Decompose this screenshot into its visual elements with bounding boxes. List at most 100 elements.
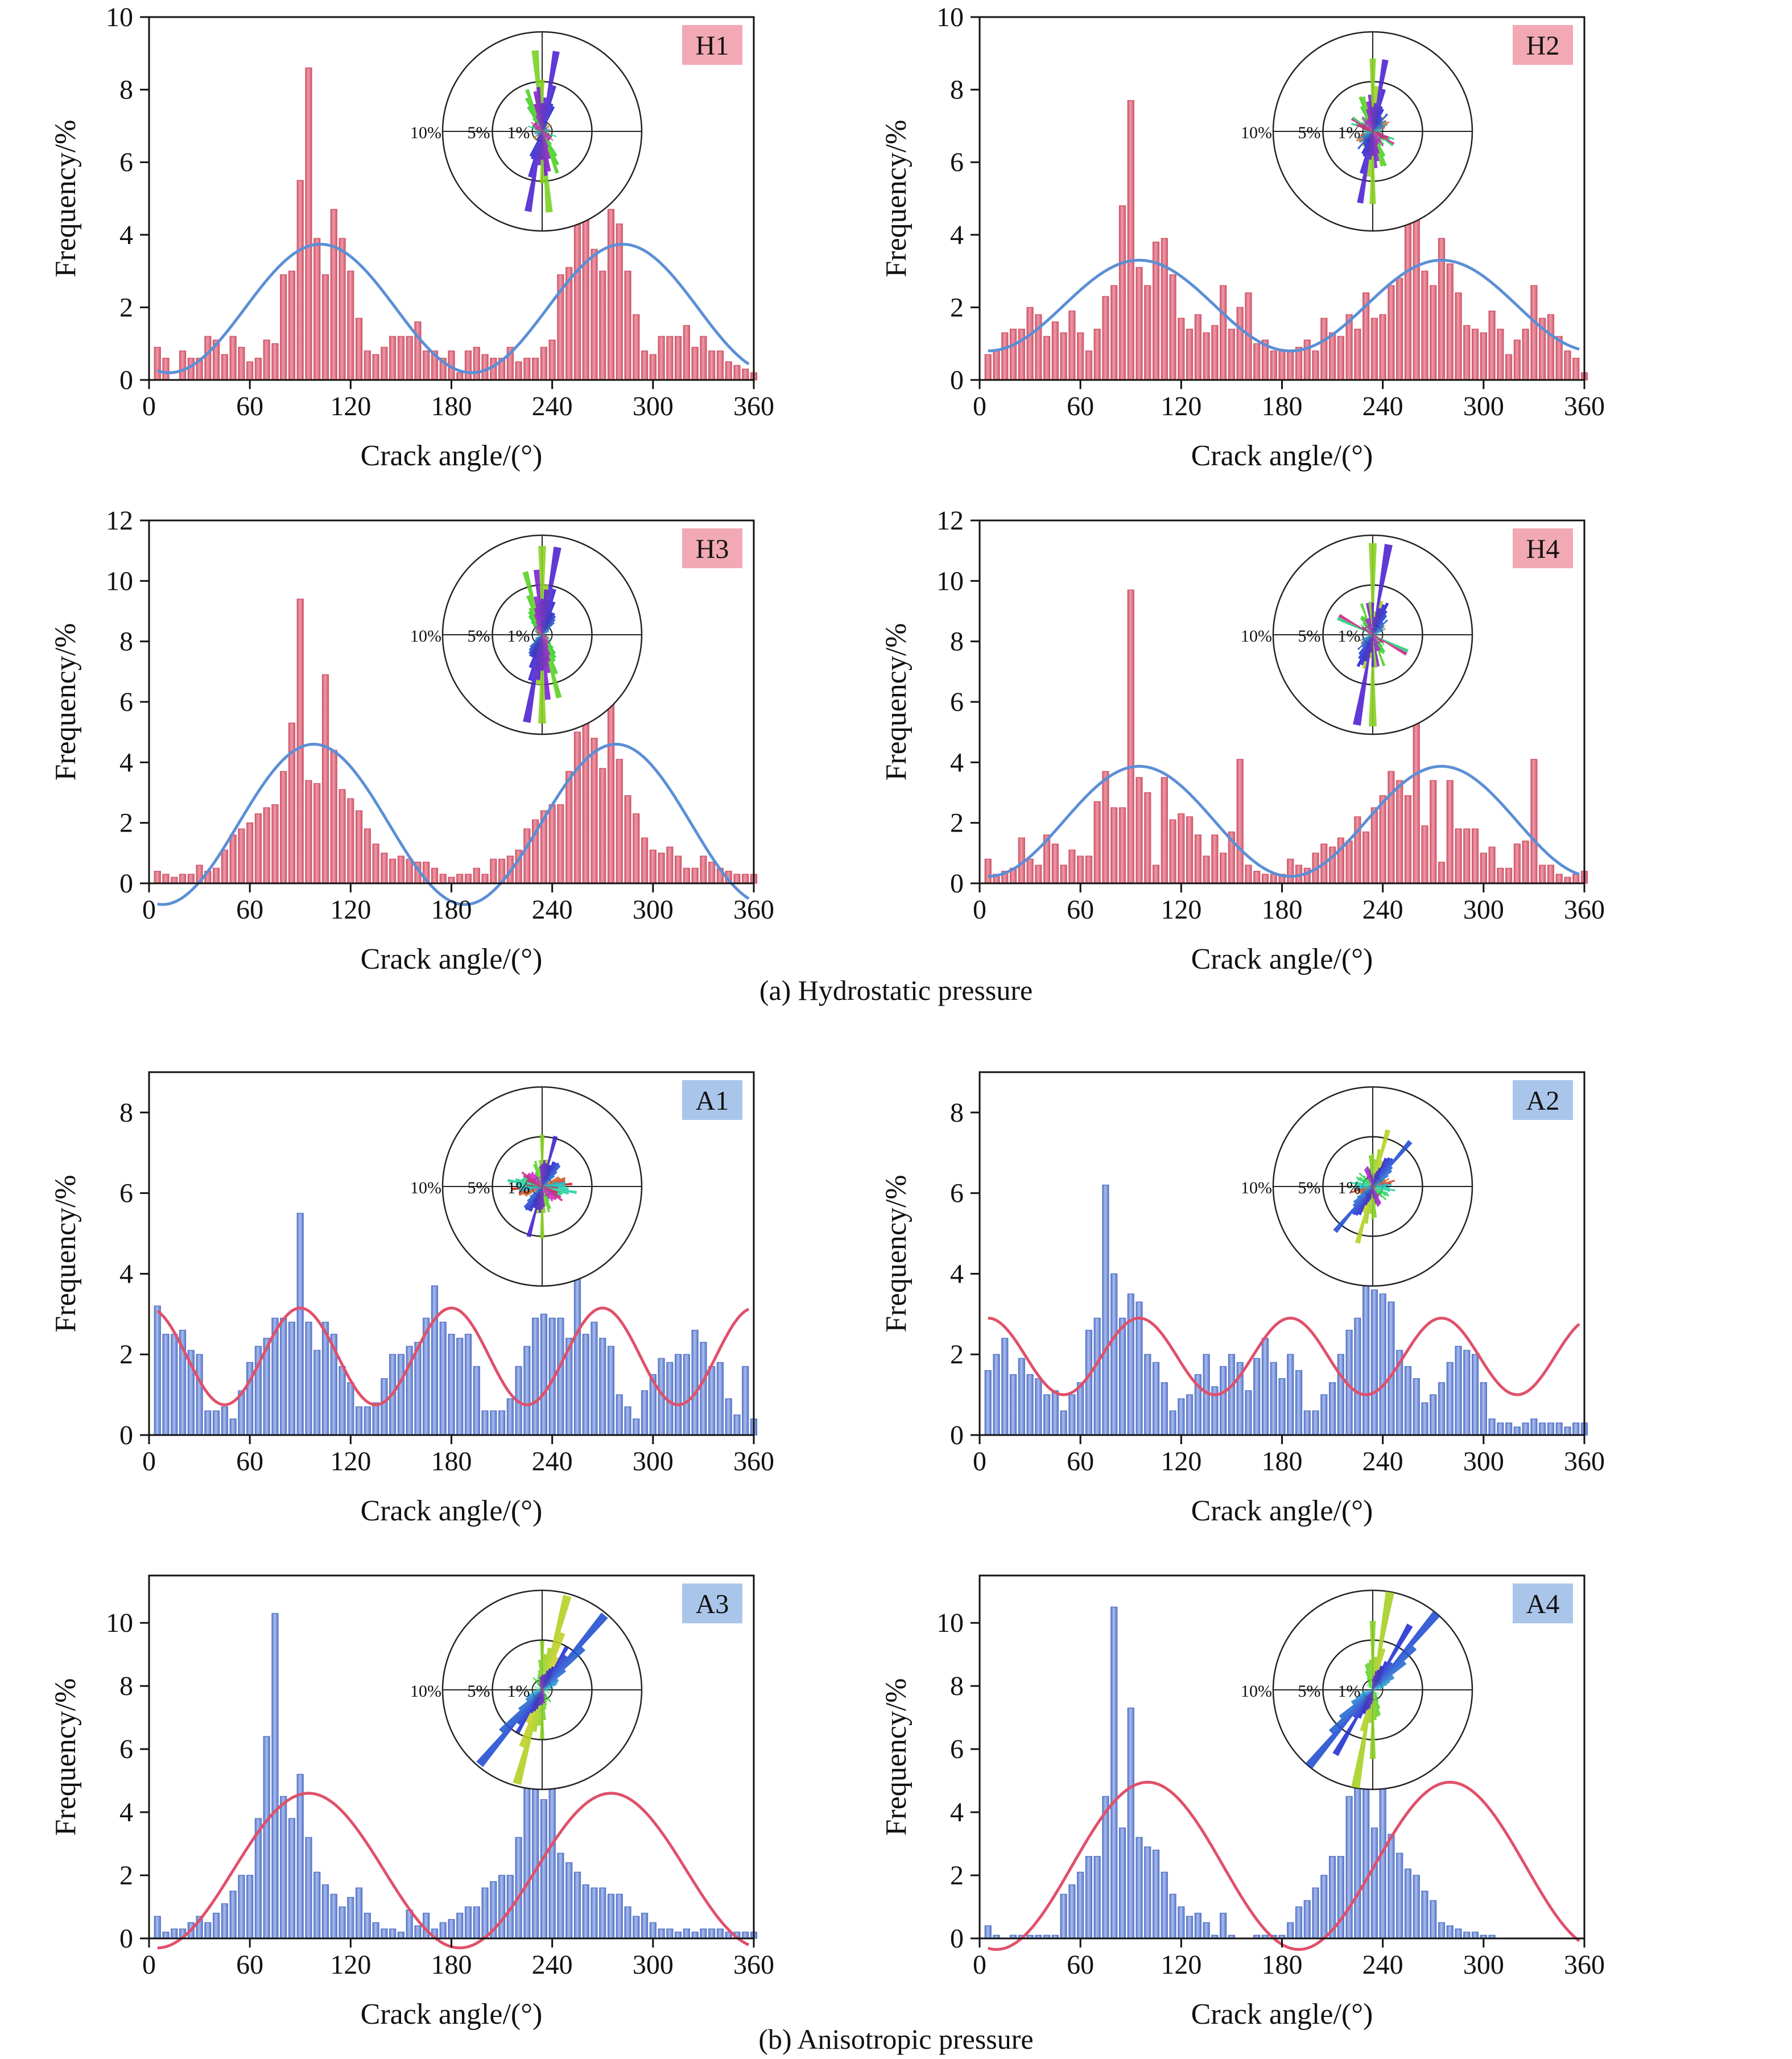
- bar: [331, 1894, 337, 1938]
- bar: [171, 877, 177, 883]
- x-tick-label: 60: [1067, 1446, 1094, 1477]
- bar: [725, 362, 732, 380]
- bar: [541, 1800, 547, 1938]
- y-tick-label: 8: [119, 1671, 133, 1701]
- bar: [1464, 1350, 1470, 1435]
- bar: [1187, 817, 1193, 883]
- bar: [1548, 315, 1554, 380]
- bar: [1405, 1366, 1411, 1435]
- bar: [205, 336, 211, 380]
- bar: [1405, 1869, 1411, 1938]
- panel-badge-label: A4: [1526, 1589, 1560, 1619]
- bar: [331, 750, 337, 883]
- bar: [348, 1383, 354, 1435]
- rose-scale-label: 1%: [1338, 123, 1361, 142]
- bar: [465, 1907, 472, 1938]
- bar: [323, 675, 329, 883]
- x-tick-label: 240: [532, 895, 573, 925]
- y-tick-label: 4: [119, 1797, 133, 1828]
- bar: [1531, 759, 1537, 883]
- rose-scale-label: 5%: [1298, 1682, 1321, 1701]
- y-tick-label: 0: [119, 365, 133, 395]
- bar: [1573, 874, 1579, 883]
- bar: [1170, 1894, 1176, 1938]
- bar: [448, 1334, 455, 1435]
- bar: [289, 1818, 295, 1938]
- bar: [1422, 1403, 1428, 1435]
- bar: [1304, 1900, 1310, 1938]
- bar: [1489, 1419, 1495, 1435]
- bar: [398, 336, 404, 380]
- bar: [734, 365, 740, 380]
- bar: [339, 238, 345, 380]
- bar: [1111, 808, 1117, 883]
- y-tick-label: 10: [936, 1608, 964, 1638]
- bar: [238, 829, 245, 883]
- bar: [1287, 859, 1294, 883]
- bar: [1497, 868, 1504, 883]
- bar: [524, 1346, 530, 1435]
- bar: [1287, 1354, 1294, 1435]
- bar: [457, 1338, 463, 1435]
- bar: [154, 1306, 160, 1435]
- bar: [280, 1796, 287, 1938]
- bar: [1094, 1857, 1100, 1938]
- bar: [163, 1334, 169, 1435]
- bar: [1447, 264, 1453, 380]
- x-tick-label: 240: [532, 1950, 573, 1980]
- bar: [1556, 874, 1562, 883]
- rose-scale-label: 10%: [410, 1179, 441, 1197]
- bar: [339, 1907, 345, 1938]
- bar: [1187, 1395, 1193, 1435]
- bar: [1480, 853, 1487, 883]
- bars: [154, 1213, 757, 1435]
- bar: [1212, 835, 1218, 883]
- bar: [742, 369, 749, 380]
- bar: [1388, 286, 1394, 380]
- x-tick-label: 60: [236, 1950, 263, 1980]
- bar: [1195, 835, 1201, 883]
- bar: [650, 1922, 656, 1938]
- bar: [1380, 796, 1386, 883]
- bar: [1447, 1362, 1453, 1435]
- bar: [280, 275, 287, 380]
- bar: [154, 871, 160, 883]
- bar: [1220, 853, 1227, 883]
- bar: [364, 351, 370, 380]
- bar: [1010, 1375, 1017, 1435]
- x-tick-label: 120: [330, 1446, 371, 1477]
- bar: [1170, 820, 1176, 883]
- bar: [742, 874, 749, 883]
- bar: [188, 874, 194, 883]
- bar: [717, 1362, 724, 1435]
- y-tick-label: 6: [950, 687, 964, 717]
- bar: [675, 856, 682, 883]
- bar: [1136, 778, 1142, 883]
- x-tick-label: 180: [431, 1950, 472, 1980]
- bar: [289, 1322, 295, 1435]
- bar: [415, 322, 421, 380]
- bar: [1229, 329, 1235, 380]
- bar: [230, 336, 236, 380]
- x-tick-label: 0: [142, 1446, 156, 1477]
- x-tick-label: 300: [633, 1950, 674, 1980]
- bar: [1178, 1907, 1184, 1938]
- bar: [1455, 293, 1461, 380]
- bar: [1128, 1708, 1134, 1938]
- panel-badge-label: A1: [696, 1086, 729, 1116]
- bar: [373, 844, 379, 883]
- bar: [1548, 865, 1554, 883]
- bar: [314, 1872, 320, 1938]
- x-tick-label: 0: [973, 1950, 986, 1980]
- bar: [1060, 865, 1067, 883]
- bar: [473, 348, 480, 380]
- x-tick-label: 60: [236, 1446, 263, 1477]
- bar: [1018, 329, 1025, 380]
- bar: [1094, 1318, 1100, 1435]
- bar: [650, 850, 656, 883]
- bar: [1170, 275, 1176, 380]
- y-tick-label: 2: [119, 292, 133, 323]
- bar: [1430, 1900, 1436, 1938]
- bar: [1220, 1366, 1227, 1435]
